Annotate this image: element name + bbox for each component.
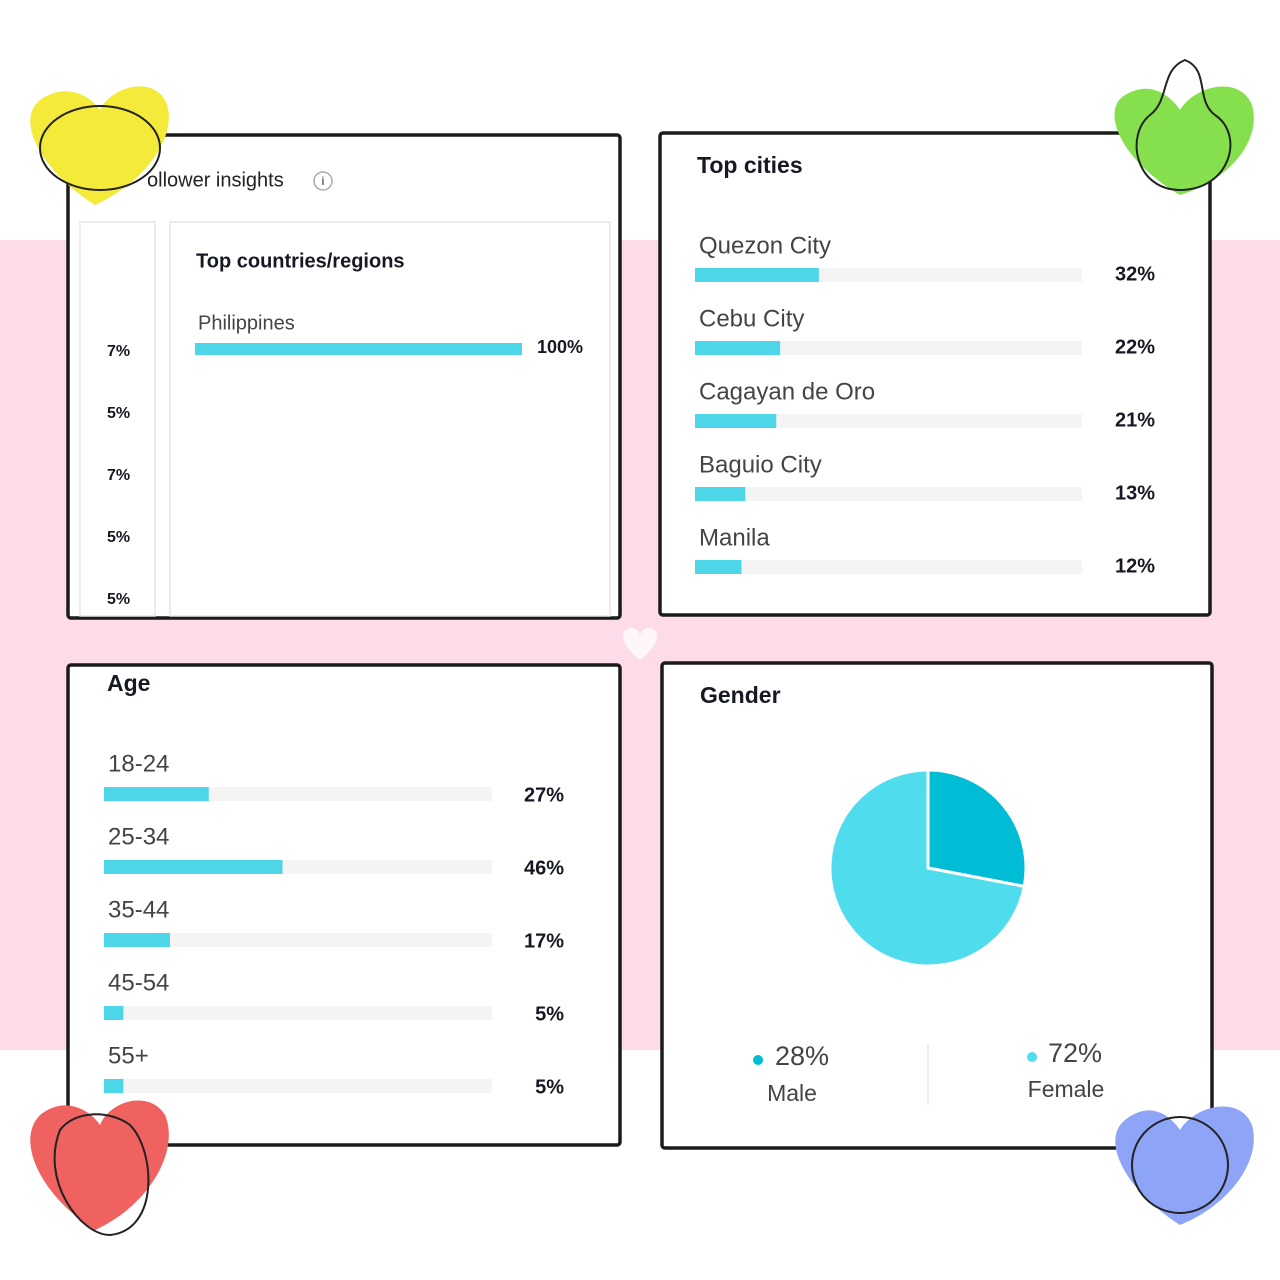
bar [695,268,819,282]
value-label: 22% [1115,336,1155,358]
bar [104,1006,124,1020]
bar [104,860,283,874]
bar-track [104,1006,492,1020]
legend-value: 28% [775,1041,829,1071]
legend-dot [753,1055,763,1065]
value-label: 5% [535,1076,564,1098]
legend-name: Female [1028,1076,1105,1102]
pear [1135,58,1232,192]
value-label: 12% [1115,555,1155,577]
pie-slice [926,768,1028,889]
bar [104,1079,124,1093]
value-label: 17% [524,930,564,952]
panel [66,133,622,620]
chart-title: Top cities [697,152,803,178]
value-label: 46% [524,857,564,879]
category-label: 55+ [108,1042,149,1069]
header-title: ollower insights [147,169,284,191]
category-label: Philippines [198,312,295,334]
bar [104,933,170,947]
info-icon[interactable] [313,171,333,191]
bar [104,787,209,801]
side-label: 5% [107,529,130,546]
panels [66,131,1214,1150]
side-label: 7% [107,343,130,360]
info-icon-glyph: i [322,174,325,188]
value-label: 100% [537,337,583,357]
bar-track [695,341,1082,355]
card [79,221,156,617]
bar [695,487,746,501]
category-label: 18-24 [108,750,169,777]
value-label: 27% [524,784,564,806]
strawberry [53,1113,150,1237]
blueberry-blob [1115,1106,1254,1225]
blueberry [1131,1116,1229,1214]
bar [195,343,522,355]
decorations [30,58,1254,1237]
bar [695,341,781,355]
legend-dot [1027,1052,1037,1062]
category-label: Baguio City [699,451,822,478]
lemon-blob [30,86,169,205]
bar-track [695,414,1082,428]
pie-slice [828,768,1027,968]
category-label: 25-34 [108,823,169,850]
bar [695,560,742,574]
bar-track [695,487,1082,501]
heart [622,628,658,660]
side-label: 5% [107,591,130,608]
value-label: 32% [1115,263,1155,285]
bar-track [104,933,492,947]
category-label: Quezon City [699,232,831,259]
inner-cards [79,221,611,617]
bar-track [104,1079,492,1093]
legend-value: 72% [1048,1038,1102,1068]
category-label: 35-44 [108,896,169,923]
chart-title: Age [107,670,150,696]
legend-name: Male [767,1080,817,1106]
side-label: 5% [107,405,130,422]
panel [66,663,622,1147]
category-label: Manila [699,524,770,551]
chart-title: Top countries/regions [196,250,405,272]
value-label: 13% [1115,482,1155,504]
category-label: 45-54 [108,969,169,996]
side-label: 7% [107,467,130,484]
pear-blob [1114,86,1254,195]
bar [695,414,777,428]
chart-title: Gender [700,682,781,708]
card [169,221,611,617]
lemon [39,105,161,191]
bar-track [695,560,1082,574]
value-label: 21% [1115,409,1155,431]
value-label: 5% [535,1003,564,1025]
category-label: Cebu City [699,305,804,332]
category-label: Cagayan de Oro [699,378,875,405]
